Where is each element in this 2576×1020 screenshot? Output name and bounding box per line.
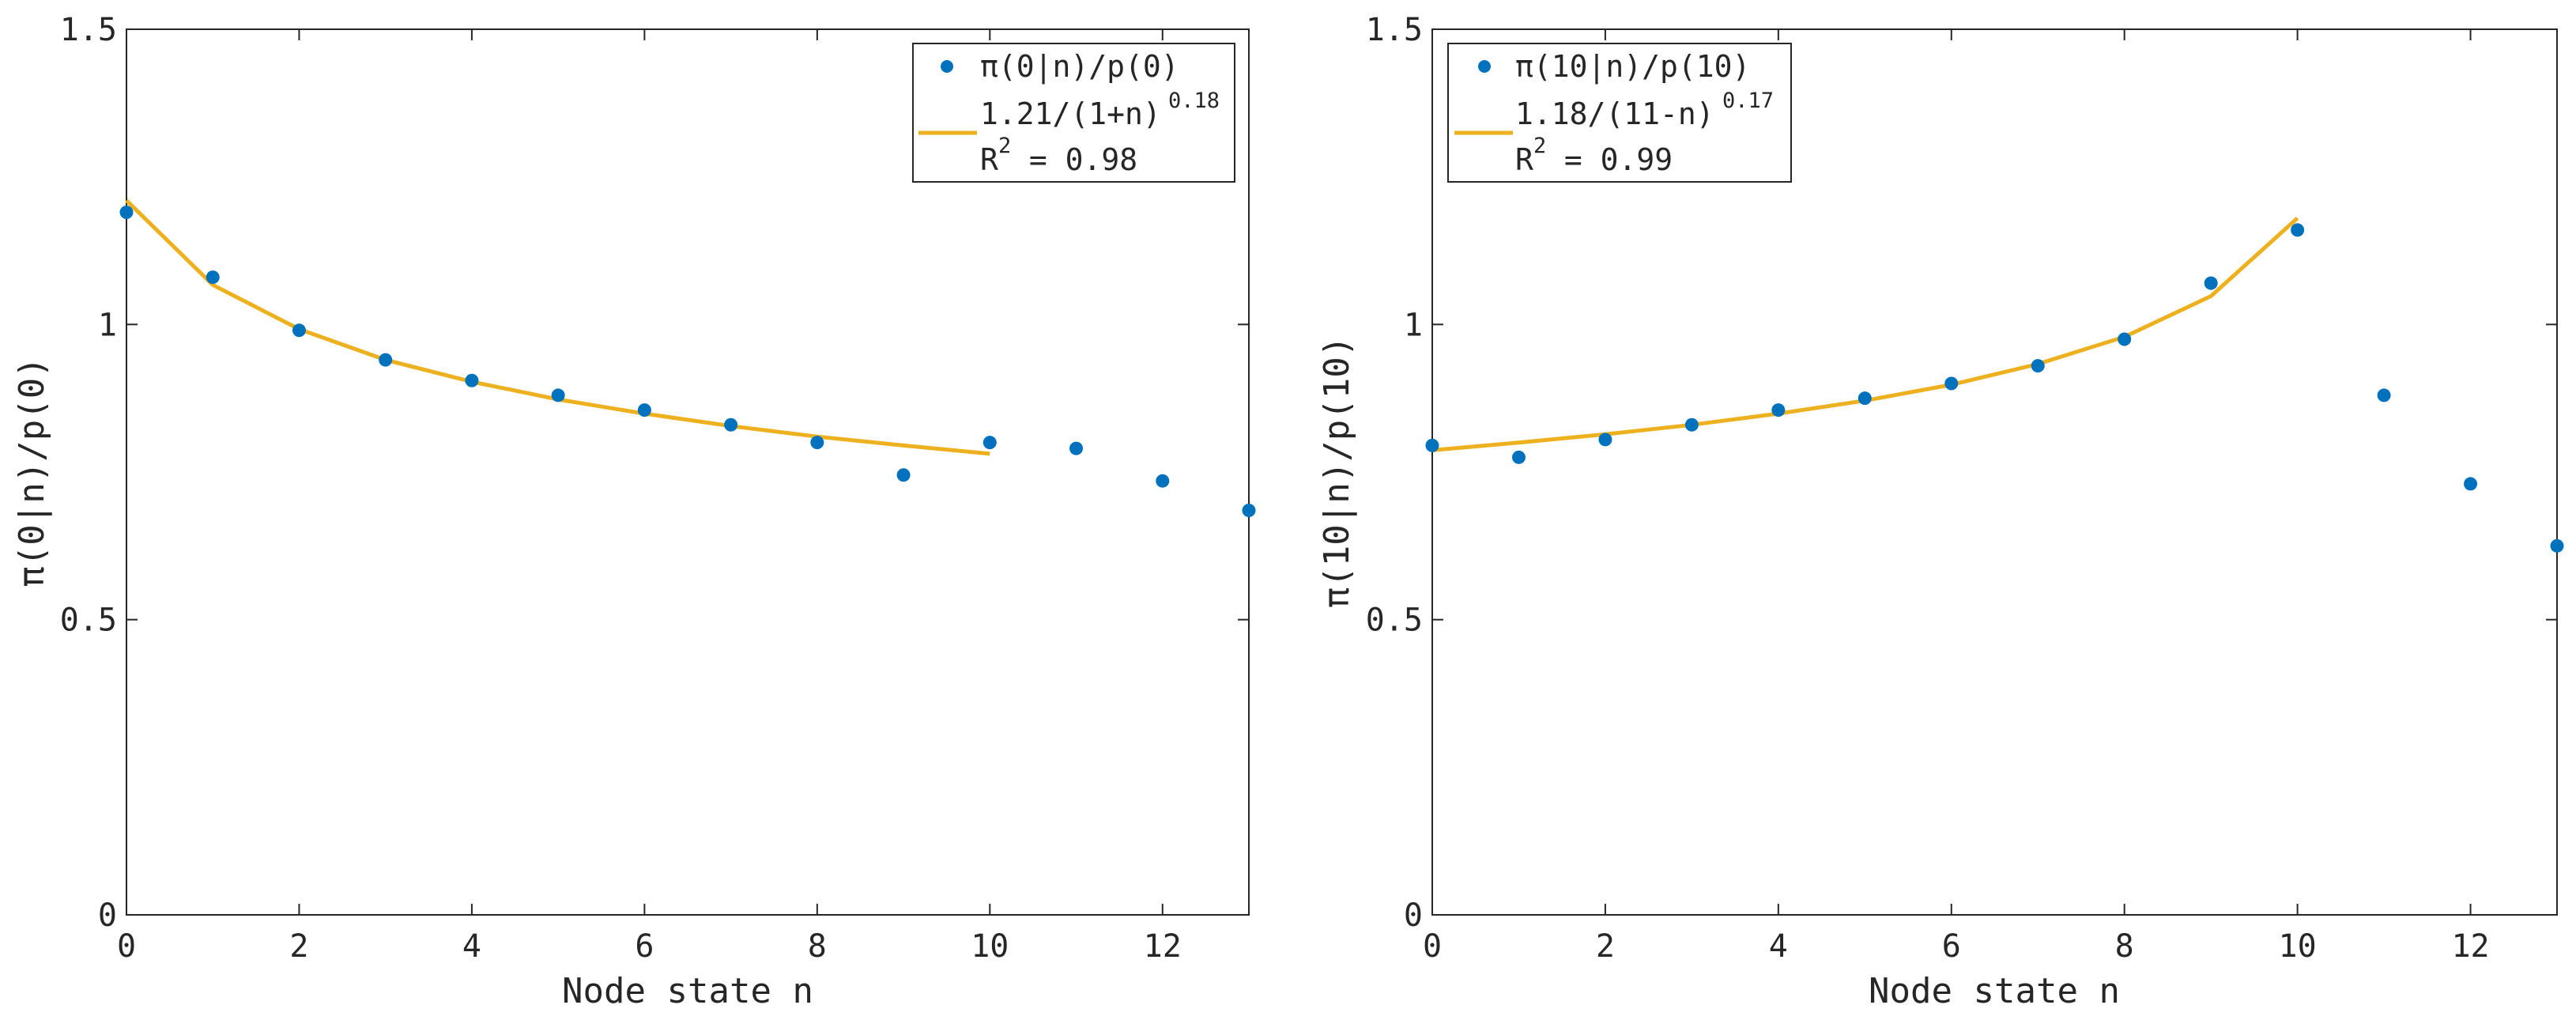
y-tick-label: 0 [1404, 897, 1423, 934]
x-tick-label: 8 [2115, 928, 2134, 965]
legend-scatter-label: π(10|n)/p(10) [1515, 49, 1750, 85]
legend-box [912, 43, 1235, 183]
legend-scatter-label: π(0|n)/p(0) [980, 49, 1179, 85]
legend-r2-symbol: R [980, 142, 998, 177]
x-axis: 0 2 4 6 8 10 12 [117, 29, 1182, 965]
legend-r2-value: = 0.99 [1546, 142, 1673, 177]
y-axis: 0 0.5 1 1.5 [1366, 12, 2557, 934]
data-point [1771, 403, 1786, 417]
data-point [379, 353, 393, 367]
left-chart: 0 0.5 1 1.5 0 2 4 6 8 10 12 Node state n π(0|n)/p… [12, 12, 1256, 1011]
legend-fit-exponent: 0.18 [1168, 89, 1220, 113]
right-chart: 0 0.5 1 1.5 0 2 4 6 8 10 12 Node state n π(10|n)/… [1317, 12, 2564, 1011]
x-tick-label: 6 [635, 928, 654, 965]
legend-marker [941, 60, 953, 73]
data-point [1242, 504, 1256, 518]
data-point [1598, 433, 1612, 447]
x-axis-label: Node state n [1869, 971, 2120, 1011]
x-axis-label: Node state n [562, 971, 813, 1011]
y-axis: 0 0.5 1 1.5 [60, 12, 1249, 934]
data-point [551, 388, 565, 402]
data-point [1684, 417, 1699, 432]
legend-r2-symbol: R [1515, 142, 1533, 177]
x-tick-label: 0 [117, 928, 136, 965]
data-point [2377, 388, 2391, 402]
y-tick-label: 1.5 [60, 12, 117, 48]
legend: π(0|n)/p(0) 1.21/(1+n) 0.18 R 2 = 0.98 [912, 43, 1235, 183]
x-tick-label: 12 [2451, 928, 2489, 965]
legend-fit-label: 1.21/(1+n) [980, 96, 1161, 131]
data-point [292, 323, 306, 338]
legend-r2-value: = 0.98 [1011, 142, 1137, 177]
data-point [1425, 438, 1439, 452]
x-tick-label: 4 [462, 928, 481, 965]
data-point [2118, 332, 2132, 346]
legend-fit-exponent: 0.17 [1722, 89, 1774, 113]
data-point [465, 373, 479, 387]
data-point [206, 270, 220, 285]
data-points [119, 205, 1256, 518]
data-point [1156, 474, 1170, 488]
data-point [2464, 477, 2478, 491]
legend-fit-label: 1.18/(11-n) [1515, 96, 1714, 131]
data-point [1858, 391, 1872, 406]
legend: π(10|n)/p(10) 1.18/(11-n) 0.17 R 2 = 0.9… [1447, 43, 1792, 183]
y-axis-label: π(0|n)/p(0) [12, 357, 52, 587]
legend-box [1447, 43, 1792, 183]
y-axis-label: π(10|n)/p(10) [1317, 336, 1357, 608]
data-point [896, 468, 911, 482]
x-tick-label: 10 [2279, 928, 2317, 965]
x-tick-label: 2 [289, 928, 308, 965]
data-point [2291, 223, 2305, 237]
legend-r2-superscript: 2 [1533, 134, 1546, 158]
data-points [1425, 223, 2564, 553]
x-axis: 0 2 4 6 8 10 12 [1423, 29, 2490, 965]
y-tick-label: 0.5 [60, 603, 117, 639]
x-tick-label: 8 [808, 928, 827, 965]
data-point [724, 417, 738, 432]
y-tick-label: 0.5 [1366, 603, 1423, 639]
data-point [2550, 538, 2564, 553]
data-point [637, 403, 651, 417]
data-point [1511, 450, 1526, 464]
x-tick-label: 10 [971, 928, 1009, 965]
data-point [2204, 276, 2218, 290]
data-point [1069, 441, 1084, 455]
y-tick-label: 1 [98, 307, 117, 343]
data-point [1944, 376, 1959, 391]
x-tick-label: 2 [1596, 928, 1615, 965]
data-point [983, 436, 997, 450]
data-point [810, 436, 824, 450]
x-tick-label: 6 [1942, 928, 1961, 965]
y-tick-label: 0 [98, 897, 117, 934]
y-tick-label: 1 [1404, 307, 1423, 343]
x-tick-label: 4 [1769, 928, 1788, 965]
data-point [119, 205, 134, 219]
y-tick-label: 1.5 [1366, 12, 1423, 48]
x-tick-label: 12 [1144, 928, 1182, 965]
data-point [2031, 359, 2045, 373]
x-tick-label: 0 [1423, 928, 1442, 965]
legend-r2-superscript: 2 [998, 134, 1011, 158]
legend-marker [1478, 60, 1491, 73]
